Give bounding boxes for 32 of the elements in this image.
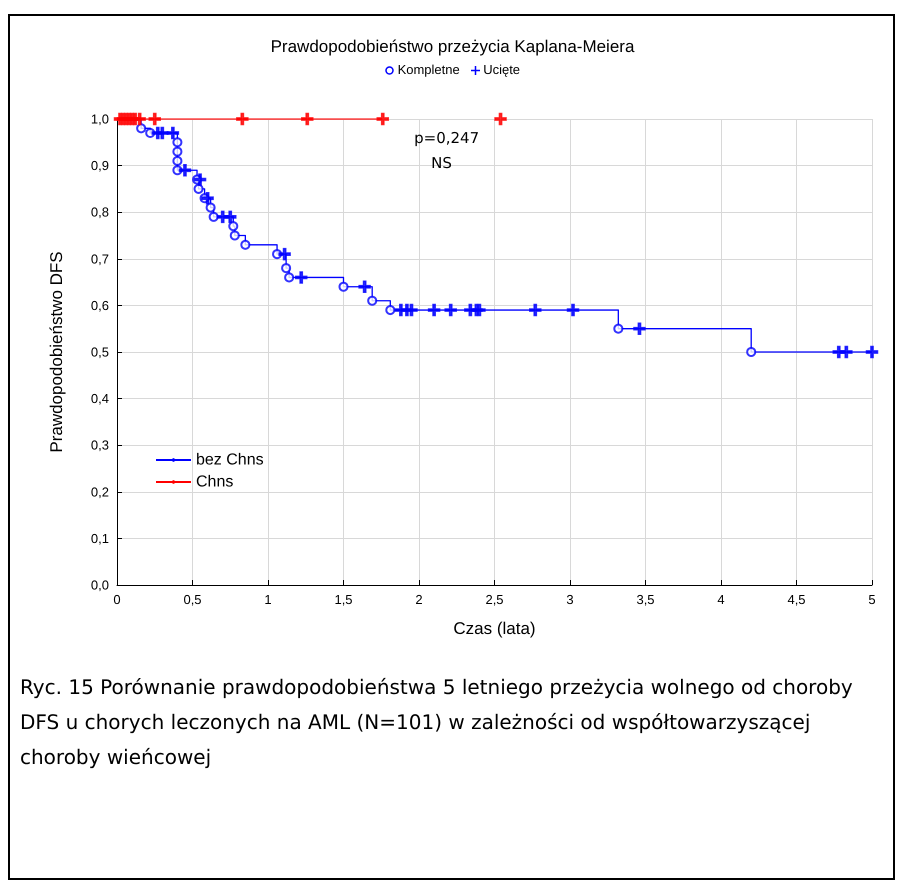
- x-tick-label: 0: [113, 592, 121, 607]
- y-tick-label: 0,0: [90, 578, 109, 592]
- legend-label: bez Chns: [196, 452, 264, 468]
- x-tick-label: 1: [264, 592, 272, 607]
- y-tick-label: 0,5: [90, 344, 109, 360]
- y-tick-label: 1,0: [90, 112, 109, 126]
- x-tick-label: 4: [717, 592, 725, 607]
- x-tick-label: 1,5: [334, 592, 353, 607]
- x-tick-label: 2: [415, 592, 423, 607]
- y-tick-label: 0,2: [90, 484, 109, 500]
- y-tick-label: 0,4: [90, 391, 109, 406]
- text: Ryc. 15 Porównanie prawdopodobieństwa 5 letniego przeżycia wolnego od choroby DFS u chorych leczonych na AML (N=101) w zależności od współtowarzyszącej choroby wieńcowej: [20, 674, 854, 771]
- x-tick-label: 2,5: [485, 592, 504, 607]
- annotation: NS: [431, 154, 452, 172]
- x-tick-label: 0,5: [183, 592, 202, 607]
- y-tick-label: 0,7: [90, 251, 109, 266]
- y-tick-label: 0,3: [90, 438, 109, 453]
- annotation: p=0,247: [414, 128, 480, 147]
- x-tick-label: 5: [868, 592, 876, 607]
- x-tick-label: 4,5: [787, 592, 806, 607]
- text: Ucięte: [483, 62, 520, 77]
- text: Kompletne: [398, 62, 460, 77]
- y-tick-label: 0,8: [90, 204, 109, 220]
- y-tick-label: 0,9: [90, 158, 109, 174]
- y-tick-label: 0,1: [90, 530, 109, 546]
- y-axis-title: Prawdopodobieństwo DFS: [47, 251, 66, 453]
- chart-title: Prawdopodobieństwo przeżycia Kaplana-Meiera: [270, 37, 635, 56]
- x-tick-label: 3,5: [636, 592, 655, 607]
- x-tick-label: 3: [566, 592, 574, 607]
- x-axis-title: Czas (lata): [453, 619, 536, 638]
- legend-label: Chns: [196, 474, 234, 490]
- y-tick-label: 0,6: [90, 298, 109, 313]
